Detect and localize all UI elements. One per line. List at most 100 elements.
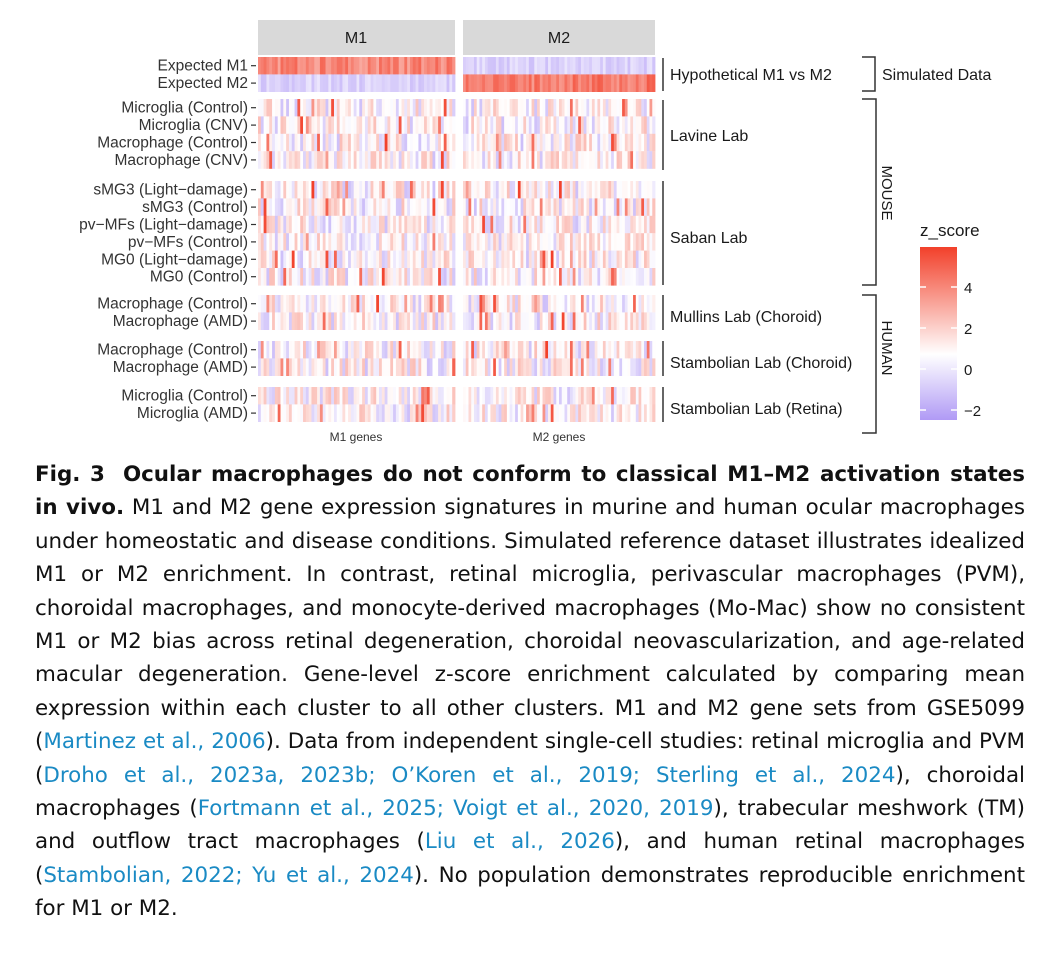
heatmap-cell bbox=[294, 233, 298, 251]
heatmap-cell bbox=[305, 312, 310, 330]
heatmap-cell bbox=[333, 116, 338, 134]
heatmap-cell bbox=[531, 268, 535, 286]
heatmap-cell bbox=[291, 74, 295, 92]
heatmap-cell bbox=[311, 404, 315, 422]
heatmap-cell bbox=[504, 358, 508, 376]
heatmap-cell bbox=[345, 151, 349, 169]
heatmap-cell bbox=[602, 312, 607, 330]
heatmap-cell bbox=[542, 74, 546, 92]
heatmap-cell bbox=[325, 404, 329, 422]
heatmap-cell bbox=[556, 151, 560, 169]
heatmap-cell bbox=[339, 250, 343, 269]
heatmap-cell bbox=[300, 133, 304, 152]
caption-text-4: ), trabecular meshwork (TM) and outflow … bbox=[35, 796, 1025, 855]
heatmap-cell bbox=[446, 74, 450, 92]
heatmap-cell bbox=[534, 295, 538, 313]
heatmap-cell bbox=[553, 341, 557, 359]
heatmap-cell bbox=[258, 358, 262, 376]
heatmap-cell bbox=[263, 268, 267, 286]
heatmap-cell bbox=[395, 57, 400, 75]
heatmap-cell bbox=[539, 133, 543, 152]
heatmap-cell bbox=[517, 358, 521, 376]
heatmap-cell bbox=[602, 404, 607, 422]
heatmap-cell bbox=[353, 312, 357, 330]
heatmap-cell bbox=[305, 358, 310, 376]
heatmap-cell bbox=[291, 151, 295, 169]
heatmap-cell bbox=[308, 99, 312, 117]
heatmap-cell bbox=[319, 387, 324, 405]
heatmap-cell bbox=[263, 341, 267, 359]
heatmap-cell bbox=[390, 387, 394, 405]
heatmap-cell bbox=[412, 341, 416, 359]
heatmap-cell bbox=[303, 341, 307, 359]
heatmap-cell bbox=[594, 387, 598, 405]
heatmap-cell bbox=[393, 387, 397, 405]
heatmap-cell bbox=[589, 358, 593, 376]
heatmap-cell bbox=[280, 116, 284, 134]
heatmap-cell bbox=[376, 341, 380, 359]
heatmap-cell bbox=[476, 151, 480, 169]
heatmap-cell bbox=[548, 250, 552, 269]
heatmap-cell bbox=[493, 74, 497, 92]
heatmap-cell bbox=[534, 215, 538, 234]
heatmap-cell bbox=[542, 181, 546, 199]
heatmap-cell bbox=[288, 233, 293, 251]
heatmap-cell bbox=[649, 312, 653, 330]
citation-link-liu[interactable]: Liu et al., 2026 bbox=[424, 829, 615, 855]
heatmap-cell bbox=[586, 341, 590, 359]
heatmap-cell bbox=[356, 74, 360, 92]
heatmap-cell bbox=[283, 404, 287, 422]
heatmap-cell bbox=[578, 295, 582, 313]
heatmap-cell bbox=[501, 57, 505, 75]
heatmap-cell bbox=[272, 57, 276, 75]
heatmap-cell bbox=[534, 312, 538, 330]
citation-link-fortmann[interactable]: Fortmann et al., 2025; Voigt et al., 202… bbox=[197, 796, 714, 822]
heatmap-cell bbox=[404, 387, 408, 405]
heatmap-cell bbox=[415, 312, 419, 330]
heatmap-cell bbox=[528, 250, 532, 269]
heatmap-cell bbox=[473, 181, 478, 199]
heatmap-cell bbox=[641, 250, 645, 269]
heatmap-cell bbox=[515, 133, 519, 152]
heatmap-cell bbox=[317, 116, 321, 134]
heatmap-cell bbox=[559, 341, 563, 359]
heatmap-cell bbox=[305, 404, 310, 422]
heatmap-cell bbox=[649, 57, 653, 75]
heatmap-cell bbox=[297, 268, 301, 286]
citation-link-droho[interactable]: Droho et al., 2023a, 2023b; O’Koren et a… bbox=[43, 762, 896, 788]
heatmap-cell bbox=[364, 116, 369, 134]
heatmap-cell bbox=[567, 198, 571, 216]
heatmap-cell bbox=[597, 116, 601, 134]
heatmap-cell bbox=[303, 198, 307, 216]
heatmap-cell bbox=[317, 215, 321, 234]
citation-link-stambolian[interactable]: Stambolian, 2022; Yu et al., 2024 bbox=[43, 862, 414, 888]
heatmap-cell bbox=[314, 268, 318, 286]
heatmap-cell bbox=[395, 250, 400, 269]
heatmap-cell bbox=[294, 312, 298, 330]
heatmap-cell bbox=[644, 268, 648, 286]
heatmap-cell bbox=[370, 233, 374, 251]
heatmap-cell bbox=[597, 295, 601, 313]
heatmap-cell bbox=[370, 387, 374, 405]
heatmap-cell bbox=[350, 312, 355, 330]
heatmap-cell bbox=[567, 181, 571, 199]
heatmap-cell bbox=[490, 99, 494, 117]
heatmap-cell bbox=[561, 358, 565, 376]
heatmap-cell bbox=[418, 116, 422, 134]
heatmap-cell bbox=[291, 116, 295, 134]
heatmap-cell bbox=[613, 312, 617, 330]
heatmap-cell bbox=[487, 116, 491, 134]
heatmap-cell bbox=[608, 181, 612, 199]
citation-link-martinez[interactable]: Martinez et al., 2006 bbox=[43, 729, 266, 755]
heatmap-cell bbox=[348, 341, 352, 359]
heatmap-cell bbox=[520, 181, 524, 199]
heatmap-cell bbox=[314, 215, 318, 234]
heatmap-cell bbox=[339, 181, 343, 199]
heatmap-cell bbox=[373, 233, 377, 251]
heatmap-cell bbox=[484, 151, 489, 169]
heatmap-cell bbox=[644, 341, 648, 359]
row-label: Macrophage (Control) bbox=[97, 296, 248, 313]
heatmap-cell bbox=[373, 268, 377, 286]
heatmap-cell bbox=[283, 341, 287, 359]
heatmap-cell bbox=[633, 57, 637, 75]
